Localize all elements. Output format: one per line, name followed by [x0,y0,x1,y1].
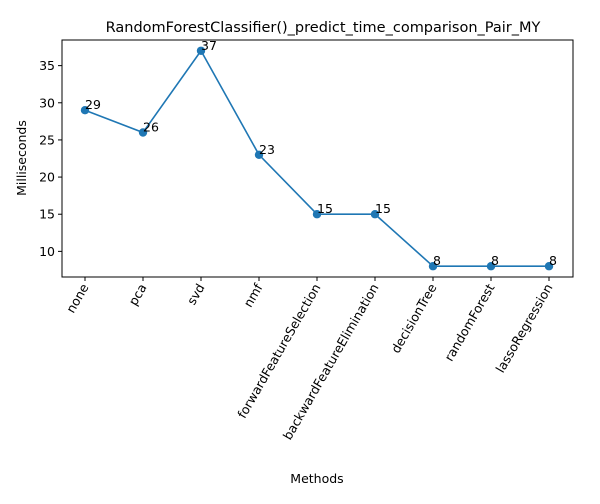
data-label: 15 [317,201,333,216]
data-point [544,262,554,271]
data-point [138,128,148,137]
data-point [370,210,380,219]
data-point [486,262,496,271]
data-label: 8 [549,253,557,268]
data-point [254,150,264,159]
y-tick-label: 35 [39,58,55,73]
chart-title: RandomForestClassifier()_predict_time_co… [106,20,541,36]
data-point [428,262,438,271]
data-label: 37 [201,38,217,53]
data-label: 23 [259,142,275,157]
data-label: 29 [85,97,101,112]
data-label: 15 [375,201,391,216]
data-point [80,106,90,115]
y-tick-label: 15 [39,207,55,222]
data-point [312,210,322,219]
data-label: 8 [491,253,499,268]
y-tick-label: 25 [39,132,55,147]
data-point [196,46,206,55]
data-label: 26 [143,119,159,134]
x-axis-label: Methods [290,471,343,486]
y-tick-label: 20 [39,170,55,185]
y-tick-label: 10 [39,244,55,259]
data-label: 8 [433,253,441,268]
y-axis-label: Milliseconds [14,120,29,196]
y-tick-label: 30 [39,95,55,110]
